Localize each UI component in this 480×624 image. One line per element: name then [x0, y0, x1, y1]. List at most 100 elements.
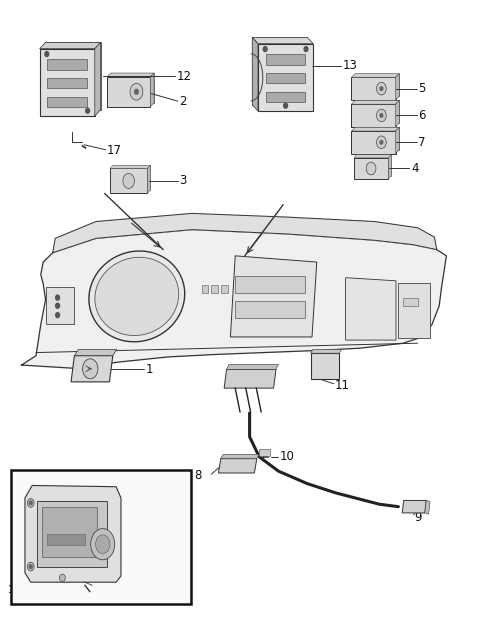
Polygon shape	[351, 104, 396, 127]
Text: 10: 10	[280, 451, 295, 463]
Polygon shape	[53, 213, 437, 253]
Polygon shape	[252, 37, 258, 111]
Circle shape	[29, 501, 32, 505]
Polygon shape	[40, 42, 101, 49]
Circle shape	[45, 52, 48, 57]
Polygon shape	[252, 37, 313, 44]
Circle shape	[366, 162, 376, 175]
Bar	[266, 54, 305, 64]
Circle shape	[130, 84, 143, 100]
Polygon shape	[311, 349, 342, 353]
Polygon shape	[74, 349, 117, 356]
Circle shape	[123, 173, 134, 188]
Polygon shape	[351, 74, 399, 77]
Circle shape	[380, 87, 383, 90]
Circle shape	[380, 114, 383, 117]
Polygon shape	[46, 287, 74, 324]
Bar	[403, 298, 418, 306]
Bar	[259, 449, 270, 456]
Circle shape	[56, 303, 60, 308]
Polygon shape	[355, 100, 399, 123]
Polygon shape	[396, 74, 399, 100]
Polygon shape	[95, 42, 101, 116]
Text: 11: 11	[335, 379, 350, 391]
Polygon shape	[224, 369, 276, 388]
Polygon shape	[396, 100, 399, 127]
Ellipse shape	[95, 257, 179, 336]
Circle shape	[29, 565, 32, 568]
Circle shape	[27, 499, 34, 507]
Circle shape	[304, 47, 308, 52]
Text: 4: 4	[411, 162, 419, 175]
Polygon shape	[25, 485, 121, 582]
Text: 1: 1	[145, 363, 153, 376]
Polygon shape	[150, 73, 154, 107]
Polygon shape	[147, 165, 150, 193]
Bar	[266, 92, 305, 102]
Bar	[211, 285, 218, 293]
Polygon shape	[425, 500, 430, 514]
Polygon shape	[252, 37, 307, 105]
Bar	[42, 507, 97, 557]
Polygon shape	[355, 74, 399, 96]
Polygon shape	[258, 44, 313, 111]
Bar	[235, 301, 305, 318]
Bar	[221, 285, 228, 293]
Polygon shape	[110, 168, 147, 193]
Polygon shape	[22, 230, 446, 368]
Polygon shape	[357, 155, 391, 176]
Circle shape	[284, 103, 288, 108]
Text: 2: 2	[180, 95, 187, 108]
Bar	[266, 72, 305, 84]
Text: 9: 9	[415, 512, 422, 524]
Bar	[37, 501, 107, 567]
Circle shape	[56, 295, 60, 300]
Polygon shape	[107, 77, 150, 107]
Text: 8: 8	[194, 469, 202, 482]
Polygon shape	[346, 278, 396, 340]
Polygon shape	[71, 356, 113, 382]
Polygon shape	[227, 364, 278, 369]
Circle shape	[380, 140, 383, 144]
Ellipse shape	[89, 251, 185, 342]
Circle shape	[27, 562, 34, 571]
Polygon shape	[354, 158, 388, 179]
Circle shape	[83, 359, 98, 379]
Text: 6: 6	[418, 109, 426, 122]
Bar	[311, 353, 339, 379]
Polygon shape	[402, 500, 426, 513]
Polygon shape	[230, 256, 317, 337]
Circle shape	[376, 109, 386, 122]
Polygon shape	[111, 73, 154, 103]
Polygon shape	[396, 127, 399, 154]
Circle shape	[376, 82, 386, 95]
Polygon shape	[110, 165, 150, 168]
Bar	[48, 97, 87, 107]
Text: 5: 5	[418, 82, 425, 95]
Bar	[235, 276, 305, 293]
Bar	[47, 534, 85, 545]
Text: (-860901): (-860901)	[19, 479, 71, 489]
Text: 17: 17	[107, 144, 122, 157]
Polygon shape	[351, 127, 399, 131]
Text: 15: 15	[96, 583, 108, 593]
Circle shape	[263, 47, 267, 52]
Polygon shape	[351, 131, 396, 154]
Polygon shape	[218, 459, 257, 473]
Circle shape	[96, 535, 110, 553]
Polygon shape	[46, 42, 101, 110]
Polygon shape	[221, 454, 259, 459]
Polygon shape	[40, 49, 95, 116]
Polygon shape	[354, 155, 391, 158]
Polygon shape	[107, 73, 154, 77]
Text: 14: 14	[8, 585, 21, 595]
Polygon shape	[351, 100, 399, 104]
Text: 16: 16	[74, 573, 86, 583]
Bar	[202, 285, 208, 293]
Bar	[48, 59, 87, 69]
Bar	[398, 283, 430, 338]
Polygon shape	[351, 77, 396, 100]
Text: 13: 13	[342, 59, 357, 72]
Text: 7: 7	[418, 136, 426, 149]
Text: 3: 3	[180, 175, 187, 187]
